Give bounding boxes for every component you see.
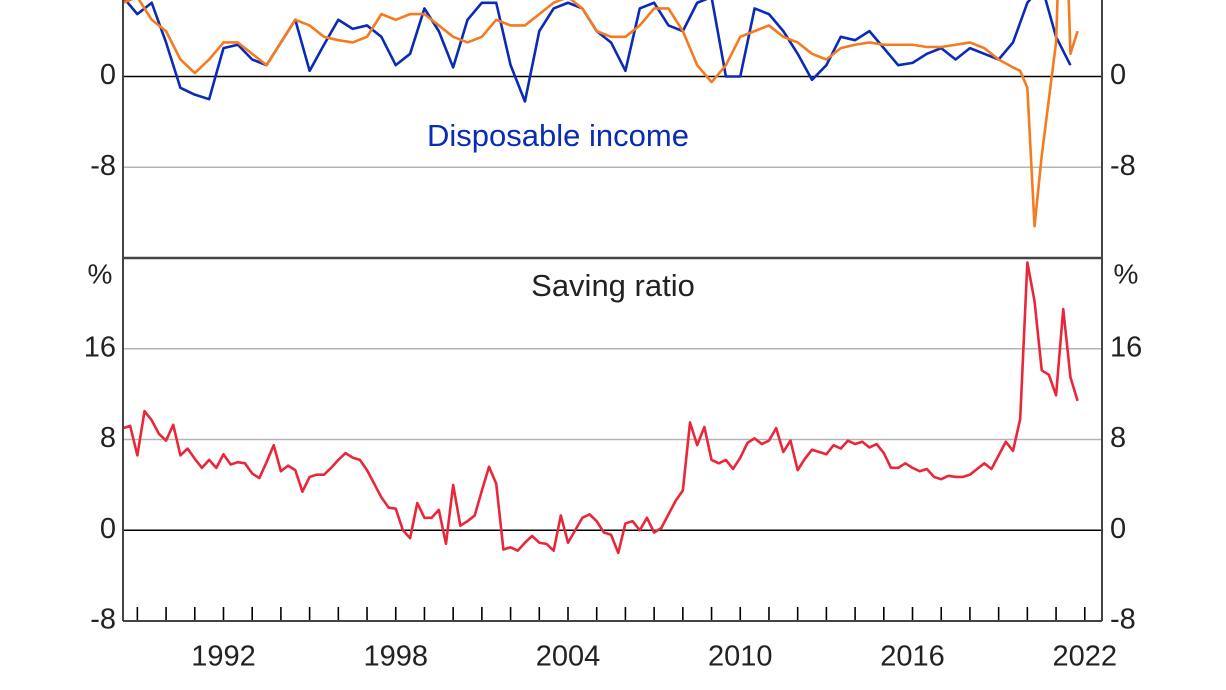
y-tick-label: -8 bbox=[90, 604, 116, 636]
panel-title: Saving ratio bbox=[531, 268, 695, 303]
y-tick-label: 8 bbox=[1110, 422, 1126, 454]
y-tick-label: 0 bbox=[100, 59, 116, 91]
x-tick-label: 2010 bbox=[708, 641, 773, 673]
y-tick-label: 0 bbox=[1110, 513, 1126, 545]
x-tick-label: 1998 bbox=[363, 641, 428, 673]
y-tick-label: 0 bbox=[100, 513, 116, 545]
plot-area bbox=[123, 261, 1079, 555]
y-tick-label: -8 bbox=[1110, 604, 1136, 636]
x-tick-label: 2016 bbox=[880, 641, 945, 673]
y-tick-label: -8 bbox=[1110, 150, 1136, 182]
y-tick-label: 16 bbox=[84, 331, 116, 363]
x-tick-label: 1992 bbox=[191, 641, 256, 673]
y-tick-label: 8 bbox=[100, 422, 116, 454]
series-line bbox=[123, 0, 1079, 228]
y-unit-right: % bbox=[1114, 258, 1139, 289]
series-line bbox=[123, 261, 1079, 555]
series-line bbox=[123, 0, 1072, 103]
y-tick-label: 16 bbox=[1110, 331, 1142, 363]
y-tick-label: 0 bbox=[1110, 59, 1126, 91]
x-tick-label: 2022 bbox=[1053, 641, 1118, 673]
series-annotation: Disposable income bbox=[427, 118, 689, 153]
y-unit-left: % bbox=[88, 258, 113, 289]
x-tick-label: 2004 bbox=[536, 641, 601, 673]
y-tick-label: -8 bbox=[90, 150, 116, 182]
plot-area bbox=[123, 0, 1079, 228]
